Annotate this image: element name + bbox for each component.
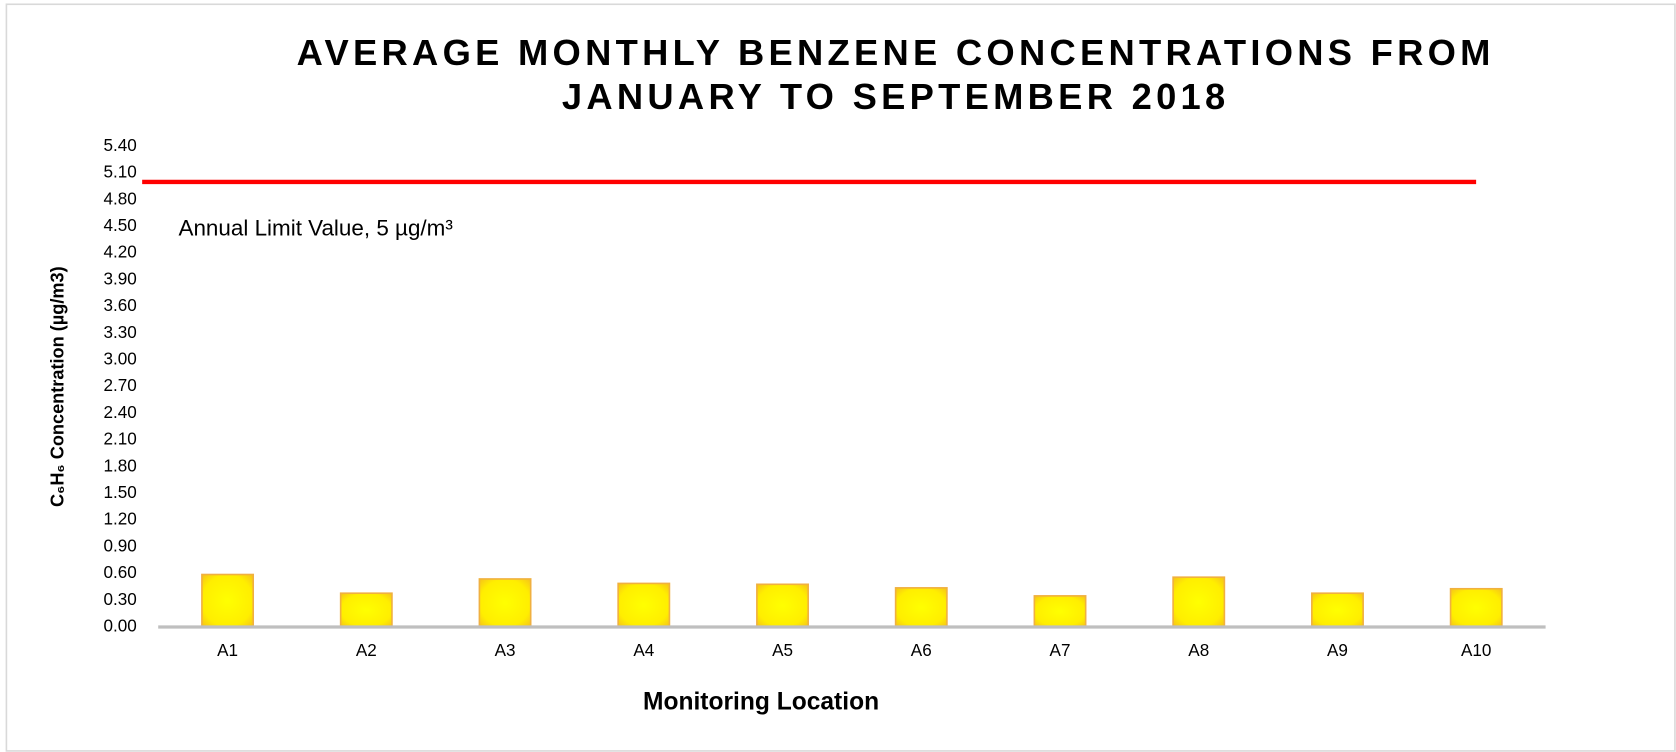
bar — [894, 587, 948, 628]
x-tick-label: A1 — [217, 641, 238, 660]
bar — [756, 583, 809, 628]
y-tick-label: 2.40 — [104, 403, 137, 422]
y-tick-label: 3.30 — [104, 323, 137, 342]
x-tick-label: A3 — [495, 641, 516, 660]
x-tick-label: A4 — [633, 641, 654, 660]
y-tick-label: 3.90 — [104, 269, 137, 288]
limit-label: Annual Limit Value, 5 µg/m³ — [179, 216, 454, 241]
y-tick-label: 0.90 — [104, 536, 137, 555]
chart-title: AVERAGE MONTHLY BENZENE CONCENTRATIONS F… — [297, 32, 1495, 73]
bar — [617, 582, 671, 628]
y-tick-label: 4.50 — [104, 216, 137, 235]
y-tick-label: 1.20 — [104, 510, 137, 529]
y-tick-label: 0.60 — [104, 563, 137, 582]
y-tick-label: 2.70 — [104, 376, 137, 395]
x-tick-label: A8 — [1188, 641, 1209, 660]
y-tick-label: 5.10 — [104, 163, 137, 182]
x-tick-label: A10 — [1461, 641, 1491, 660]
y-tick-label: 4.80 — [104, 189, 137, 208]
bar — [201, 573, 255, 628]
y-tick-label: 3.60 — [104, 296, 137, 315]
y-axis-title: C₆H₆ Concentration (µg/m3) — [48, 266, 68, 507]
bar — [1172, 576, 1226, 628]
bar — [1033, 595, 1087, 628]
y-tick-label: 1.50 — [104, 483, 137, 502]
x-tick-label: A6 — [911, 641, 932, 660]
x-axis-title: Monitoring Location — [643, 688, 879, 715]
bar — [478, 578, 532, 628]
x-tick-label: A7 — [1050, 641, 1071, 660]
bar — [1311, 592, 1364, 628]
x-tick-label: A5 — [772, 641, 793, 660]
x-tick-label: A2 — [356, 641, 377, 660]
y-tick-label: 5.40 — [104, 136, 137, 155]
x-tick-label: A9 — [1327, 641, 1348, 660]
y-tick-label: 0.00 — [104, 617, 137, 636]
y-tick-label: 0.30 — [104, 590, 137, 609]
bar — [339, 592, 393, 628]
y-tick-label: 4.20 — [104, 243, 137, 262]
chart-title: JANUARY TO SEPTEMBER 2018 — [562, 76, 1230, 117]
y-tick-label: 1.80 — [104, 456, 137, 475]
y-tick-label: 3.00 — [104, 349, 137, 368]
bar — [1449, 587, 1503, 628]
y-tick-label: 2.10 — [104, 430, 137, 449]
